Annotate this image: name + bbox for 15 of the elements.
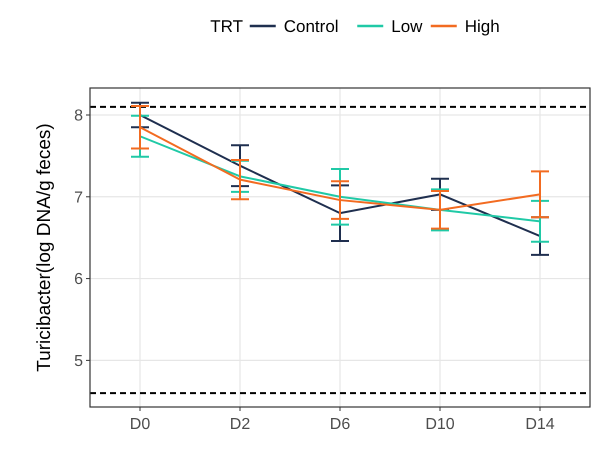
x-tick-label: D2: [230, 416, 250, 433]
legend-label: Low: [391, 16, 424, 36]
line-series: [139, 114, 541, 238]
y-axis-title: Turicibacter(log DNA/g feces): [34, 123, 55, 372]
y-tick-label: 8: [74, 108, 84, 125]
x-tick-label: D10: [425, 416, 455, 433]
legend-label: High: [464, 16, 500, 36]
legend-label: Control: [284, 16, 339, 36]
x-tick-label: D0: [130, 416, 150, 433]
y-tick-label: 7: [74, 189, 84, 206]
y-tick-label: 6: [74, 271, 84, 288]
x-tick-label: D14: [525, 416, 555, 433]
x-tick-label: D6: [330, 416, 350, 433]
y-tick-label: 5: [74, 352, 84, 370]
legend-title: TRT: [210, 16, 243, 36]
